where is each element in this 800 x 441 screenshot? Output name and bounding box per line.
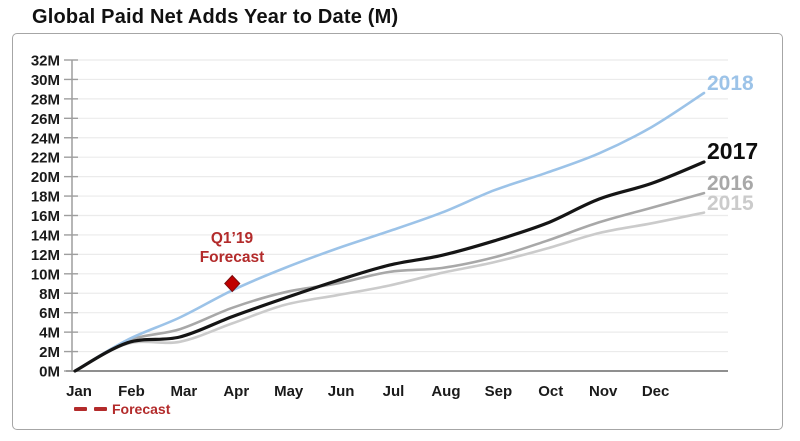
forecast-annotation-word: Forecast — [199, 249, 265, 266]
y-axis-label: 0M — [39, 364, 60, 381]
x-axis-label: Feb — [118, 383, 145, 400]
series-line-2016 — [73, 191, 706, 373]
legend-label: Forecast — [112, 401, 171, 417]
y-axis-label: 8M — [39, 286, 60, 303]
y-axis-label: 16M — [31, 208, 60, 225]
x-axis-label: Oct — [538, 383, 563, 400]
y-axis-label: 24M — [31, 130, 60, 147]
x-axis-label: Jul — [383, 383, 405, 400]
x-axis-label: Jun — [328, 383, 355, 400]
y-axis-label: 32M — [31, 53, 60, 70]
y-axis-label: 2M — [39, 344, 60, 361]
forecast-diamond-marker — [224, 274, 241, 293]
forecast-legend: Forecast — [74, 401, 170, 417]
y-axis-label: 18M — [31, 189, 60, 206]
x-axis-label: Mar — [170, 383, 197, 400]
series-label-2016: 2016 — [707, 172, 754, 196]
x-axis-label: Dec — [642, 383, 670, 400]
forecast-annotation-quarter: Q1’19 — [210, 230, 254, 247]
series-line-2015 — [73, 211, 706, 373]
y-axis-label: 14M — [31, 227, 60, 244]
x-axis-label: May — [274, 383, 304, 400]
y-axis-label: 26M — [31, 111, 60, 128]
series-line-2018 — [73, 91, 706, 373]
y-axis-label: 12M — [31, 247, 60, 264]
y-axis-label: 20M — [31, 169, 60, 186]
x-axis-label: Apr — [223, 383, 249, 400]
series-label-2017: 2017 — [707, 138, 759, 165]
series-label-2018: 2018 — [707, 72, 754, 96]
chart-title: Global Paid Net Adds Year to Date (M) — [22, 6, 409, 29]
forecast-annotation: Q1’19 Forecast — [200, 229, 265, 267]
y-axis-label: 30M — [31, 72, 60, 89]
x-axis-label: Aug — [431, 383, 460, 400]
series-line-2017 — [73, 160, 706, 373]
y-axis-label: 4M — [39, 325, 60, 342]
x-axis-label: Jan — [66, 383, 92, 400]
y-axis-label: 28M — [31, 91, 60, 108]
y-axis-label: 22M — [31, 150, 60, 167]
legend-dash-icon — [94, 407, 107, 411]
x-axis-label: Sep — [485, 383, 513, 400]
legend-dash-icon — [74, 407, 87, 411]
y-axis-label: 10M — [31, 266, 60, 283]
series-label-2015: 2015 — [707, 191, 754, 215]
x-axis-label: Nov — [589, 383, 618, 400]
y-axis-label: 6M — [39, 305, 60, 322]
